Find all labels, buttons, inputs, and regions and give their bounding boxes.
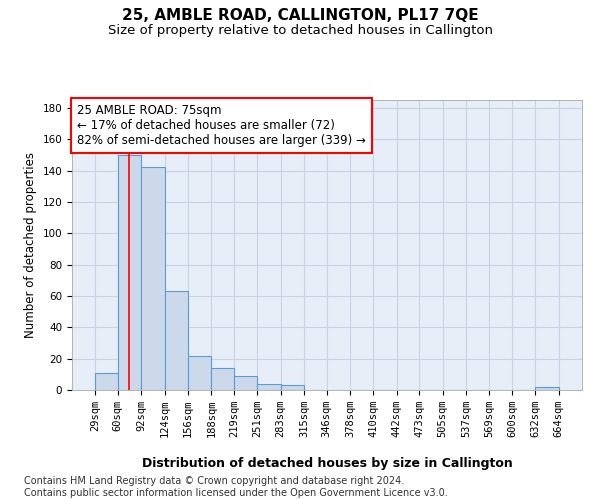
Bar	[281, 386, 304, 390]
Bar	[95, 373, 118, 390]
Bar	[188, 356, 211, 390]
Bar	[118, 155, 141, 390]
Bar	[141, 168, 164, 390]
Text: Contains HM Land Registry data © Crown copyright and database right 2024.
Contai: Contains HM Land Registry data © Crown c…	[24, 476, 448, 498]
Bar	[164, 291, 188, 390]
Y-axis label: Number of detached properties: Number of detached properties	[24, 152, 37, 338]
Bar	[535, 387, 559, 390]
Text: Distribution of detached houses by size in Callington: Distribution of detached houses by size …	[142, 458, 512, 470]
Bar	[257, 384, 281, 390]
Text: 25, AMBLE ROAD, CALLINGTON, PL17 7QE: 25, AMBLE ROAD, CALLINGTON, PL17 7QE	[122, 8, 478, 22]
Bar	[211, 368, 234, 390]
Text: 25 AMBLE ROAD: 75sqm
← 17% of detached houses are smaller (72)
82% of semi-detac: 25 AMBLE ROAD: 75sqm ← 17% of detached h…	[77, 104, 366, 148]
Text: Size of property relative to detached houses in Callington: Size of property relative to detached ho…	[107, 24, 493, 37]
Bar	[234, 376, 257, 390]
